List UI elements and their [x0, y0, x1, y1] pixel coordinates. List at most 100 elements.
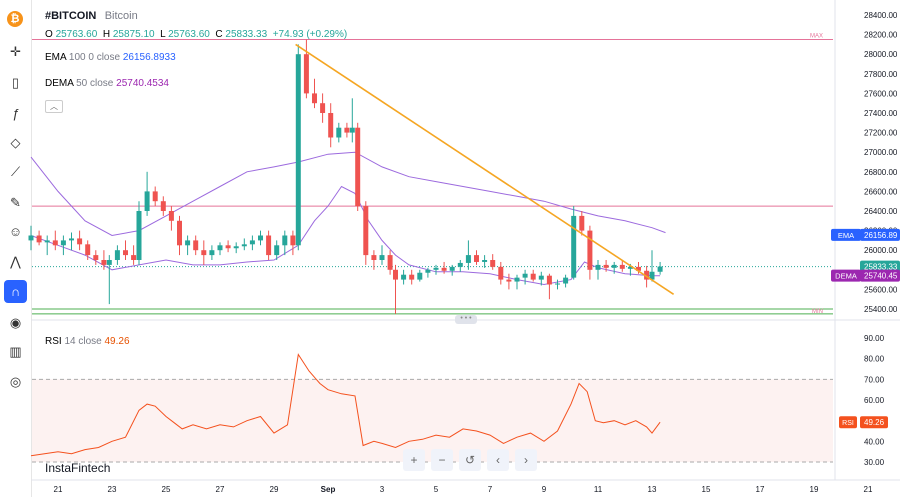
- scroll-right-button[interactable]: ›: [515, 449, 537, 471]
- rsi-tick-label: 70.00: [864, 375, 885, 384]
- price-tag-name-box: [831, 269, 861, 282]
- candle-body: [258, 235, 263, 241]
- fx-icon[interactable]: ƒ: [11, 106, 20, 121]
- crosshair-icon[interactable]: ✛: [10, 43, 21, 59]
- dema-label: DEMA: [45, 78, 74, 89]
- zoom-in-button[interactable]: +: [403, 449, 425, 471]
- candle-body: [233, 246, 239, 249]
- candle-body: [546, 275, 552, 285]
- rsi-legend[interactable]: RSI 14 close 49.26: [45, 336, 130, 347]
- candle-body: [85, 244, 91, 256]
- pattern-icon[interactable]: ◇: [10, 134, 21, 150]
- candle-body: [28, 235, 34, 241]
- bitcoin-icon[interactable]: ₿: [7, 11, 23, 27]
- time-tick-label: 15: [702, 485, 711, 494]
- candle-body: [474, 255, 479, 262]
- ohlc-legend: O 25763.60 H 25875.10 L 25763.60 C 25833…: [45, 29, 347, 40]
- candle-body: [290, 235, 296, 246]
- rsi-tick-label: 90.00: [864, 334, 885, 343]
- symbol-name: Bitcoin: [104, 10, 138, 22]
- candle-body: [106, 260, 112, 265]
- max-label: MAX: [810, 34, 823, 40]
- candle-body: [644, 270, 650, 280]
- candle-body: [571, 215, 577, 278]
- candle-body: [627, 266, 633, 269]
- candle-body: [303, 54, 309, 94]
- min-label: MIN: [812, 309, 823, 315]
- candle-body: [328, 113, 334, 138]
- collapse-legend-button[interactable]: ︿: [45, 100, 63, 113]
- candle-body: [579, 215, 585, 231]
- rsi-params: 14 close: [64, 336, 102, 347]
- high-value: 25875.10: [112, 29, 155, 40]
- price-tick-label: 28200.00: [864, 31, 898, 40]
- ema-value: 26156.8933: [122, 52, 176, 63]
- reset-chart-button[interactable]: ↺: [459, 449, 481, 471]
- rsi-band: [32, 379, 833, 462]
- candle-body: [371, 255, 377, 260]
- ema-legend[interactable]: EMA 100 0 close 26156.8933: [45, 52, 176, 63]
- price-tag-value: 25740.45: [864, 272, 898, 281]
- pane-resize-handle[interactable]: • • •: [455, 315, 477, 324]
- trendline: [295, 43, 675, 295]
- time-tick-label: Sep: [321, 485, 336, 494]
- rsi-value: 49.26: [104, 336, 130, 347]
- candle-body: [295, 54, 301, 246]
- price-tick-label: 28000.00: [864, 50, 898, 59]
- open-value: 25763.60: [55, 29, 98, 40]
- symbol-ticker: #BITCOIN: [45, 10, 97, 22]
- zoom-out-button[interactable]: −: [431, 449, 453, 471]
- candle-body: [336, 127, 342, 138]
- price-tag-box: [860, 228, 900, 241]
- time-tick-label: 13: [648, 485, 657, 494]
- drawing-toolbar: ₿ ✛ ▯ ƒ ◇ ⟋ ✎ ☺ ⋀ ∩ ◉ ▥ ◎: [0, 0, 32, 497]
- candle-body: [417, 272, 423, 280]
- candle-body: [490, 260, 496, 267]
- candle-body: [363, 206, 369, 256]
- brush-icon[interactable]: ⟋: [10, 163, 21, 179]
- candle-body: [649, 271, 655, 280]
- time-tick-label: 17: [756, 485, 765, 494]
- candle-body: [603, 264, 609, 268]
- price-tick-label: 27000.00: [864, 148, 898, 157]
- candle-body: [185, 240, 191, 246]
- candle-body: [530, 273, 536, 280]
- camera-icon[interactable]: ◎: [9, 373, 22, 389]
- candle-body: [595, 264, 601, 270]
- candle-body: [482, 260, 488, 262]
- magnet-icon[interactable]: ∩: [4, 280, 27, 303]
- ema-params: 100 0 close: [68, 52, 121, 63]
- candle-body: [320, 103, 326, 113]
- rsi-tick-label: 40.00: [864, 437, 885, 446]
- price-tick-label: 27600.00: [864, 89, 898, 98]
- trash-icon[interactable]: ▥: [9, 343, 22, 359]
- candle-body: [344, 127, 350, 133]
- price-tick-label: 27800.00: [864, 70, 898, 79]
- candle-body: [282, 235, 288, 246]
- price-tick-label: 26400.00: [864, 207, 898, 216]
- price-tag-box: [860, 269, 900, 282]
- candle-body: [77, 238, 83, 245]
- emoji-icon[interactable]: ☺: [8, 224, 23, 239]
- candle-body: [538, 275, 544, 280]
- candles-icon[interactable]: ▯: [11, 74, 20, 90]
- price-tag-box: [860, 260, 900, 273]
- candle-body: [349, 127, 355, 133]
- measure-icon[interactable]: ⋀: [10, 253, 21, 269]
- time-tick-label: 11: [594, 485, 603, 494]
- pen-icon[interactable]: ✎: [10, 194, 21, 210]
- time-tick-label: 25: [162, 485, 171, 494]
- price-tick-label: 27400.00: [864, 109, 898, 118]
- candle-body: [101, 260, 107, 265]
- scroll-left-button[interactable]: ‹: [487, 449, 509, 471]
- close-label: C: [215, 29, 223, 40]
- candle-body: [563, 277, 569, 284]
- eye-icon[interactable]: ◉: [9, 314, 22, 330]
- candle-body: [355, 127, 361, 207]
- dema-legend[interactable]: DEMA 50 close 25740.4534: [45, 78, 169, 89]
- time-tick-label: 7: [488, 485, 493, 494]
- candle-body: [136, 211, 142, 260]
- candle-body: [619, 264, 625, 269]
- price-tick-label: 26000.00: [864, 246, 898, 255]
